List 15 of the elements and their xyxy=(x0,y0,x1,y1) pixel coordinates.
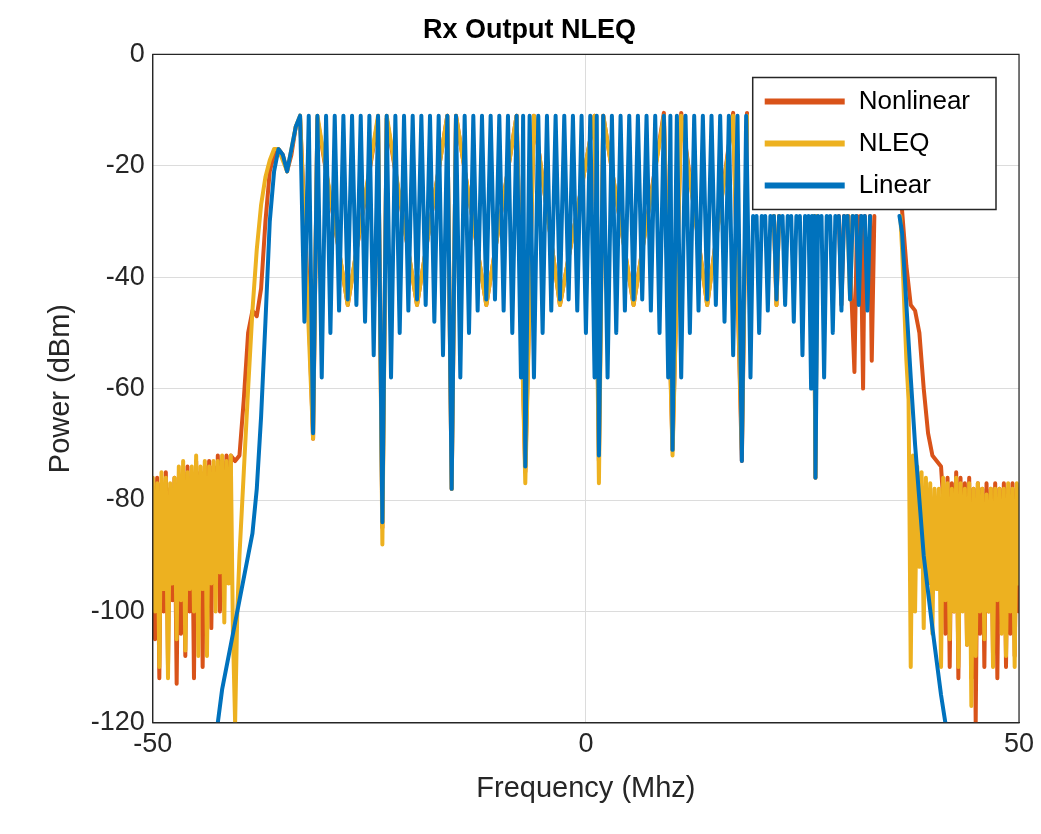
y-tick-label: -100 xyxy=(90,594,145,625)
x-axis-title: Frequency (Mhz) xyxy=(476,770,696,803)
y-tick-label: -20 xyxy=(105,149,145,180)
y-tick-label: -60 xyxy=(105,372,145,403)
legend-label: NLEQ xyxy=(858,126,930,157)
x-tick-label: 0 xyxy=(578,728,594,759)
chart-title: Rx Output NLEQ xyxy=(423,13,636,44)
legend-label: Linear xyxy=(858,168,932,199)
x-tick-label: 50 xyxy=(1003,728,1035,759)
y-tick-label: -80 xyxy=(105,483,145,514)
y-tick-label: -120 xyxy=(90,706,145,737)
y-tick-label: -40 xyxy=(105,260,145,291)
legend-label: Nonlinear xyxy=(858,84,971,115)
y-axis-title: Power (dBm) xyxy=(43,304,76,474)
y-tick-label: 0 xyxy=(129,37,145,68)
